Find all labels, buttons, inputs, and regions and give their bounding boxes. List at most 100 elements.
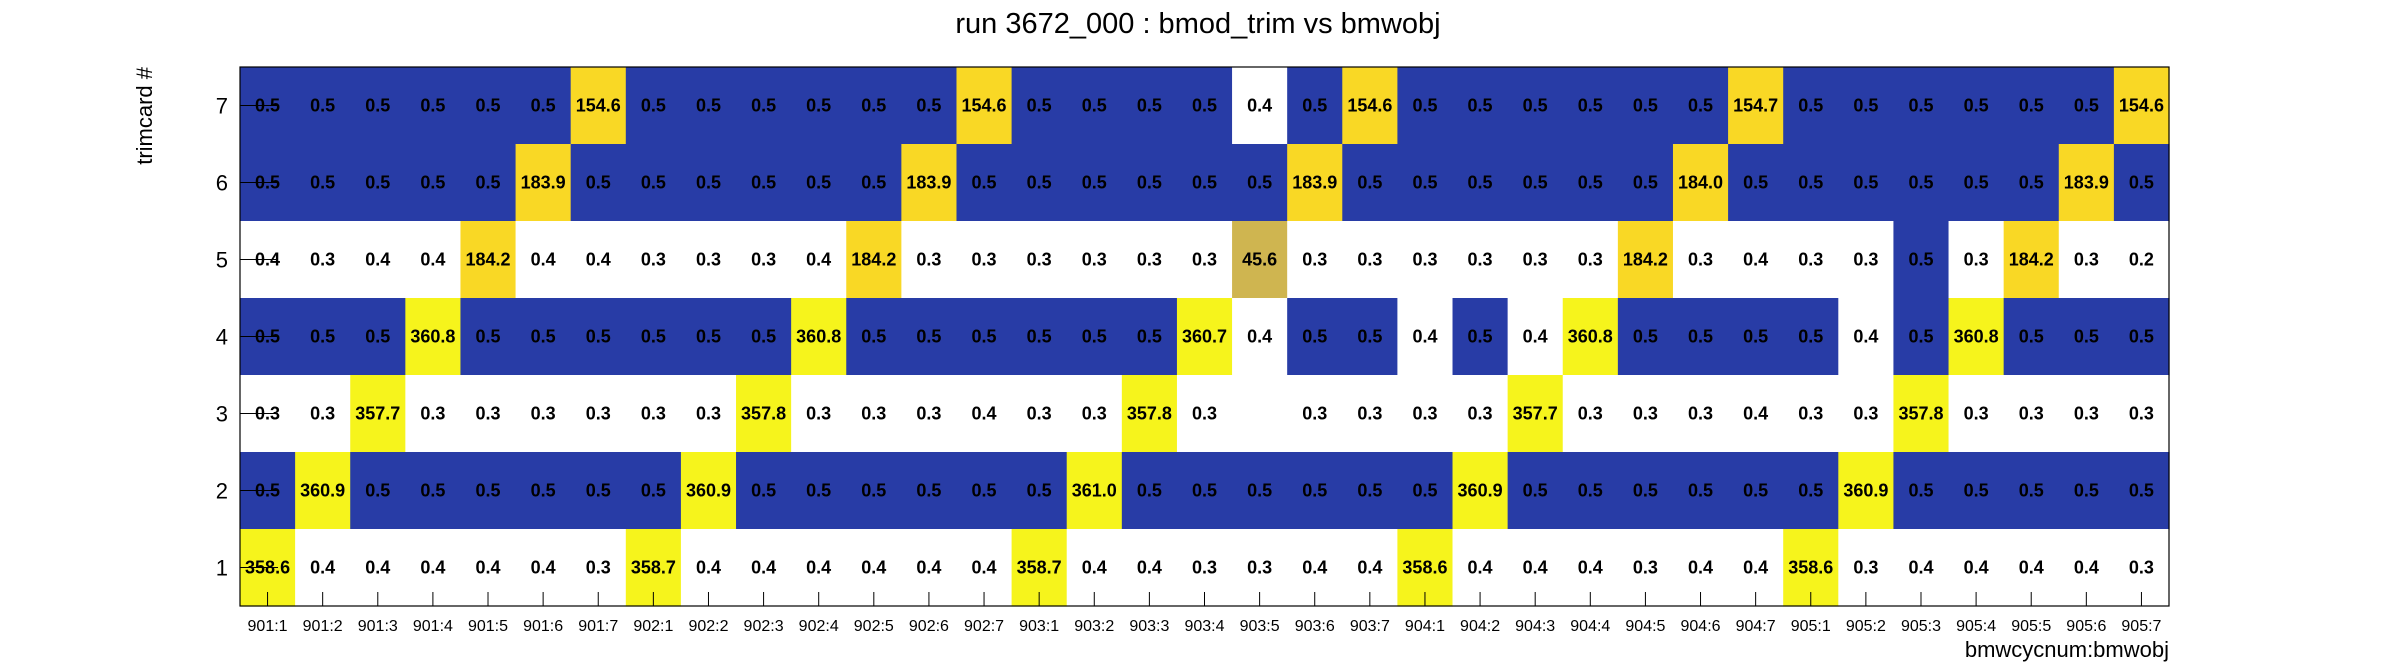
cell-value-label: 0.4 bbox=[1964, 558, 1989, 578]
cell-value-label: 360.8 bbox=[1954, 327, 1999, 347]
heatmap-cell bbox=[1617, 375, 1674, 453]
heatmap-cell bbox=[295, 144, 351, 222]
heatmap-cell bbox=[625, 221, 682, 299]
heatmap-cell bbox=[2003, 67, 2060, 145]
cell-value-label: 0.3 bbox=[1853, 404, 1878, 424]
heatmap-cell bbox=[846, 221, 902, 299]
cell-value-label: 0.5 bbox=[861, 96, 886, 116]
heatmap-cell bbox=[680, 67, 737, 145]
cell-value-label: 0.3 bbox=[2019, 404, 2044, 424]
heatmap-cell bbox=[1452, 67, 1509, 145]
cell-value-label: 0.3 bbox=[2129, 558, 2154, 578]
heatmap-cell bbox=[515, 144, 572, 222]
heatmap-cell bbox=[1562, 221, 1619, 299]
cell-value-label: 0.4 bbox=[751, 558, 776, 578]
cell-value-label: 0.5 bbox=[365, 481, 390, 501]
x-tick-label: 901:3 bbox=[358, 618, 398, 635]
heatmap-cell bbox=[1232, 221, 1288, 299]
cell-value-label: 0.5 bbox=[1468, 173, 1493, 193]
heatmap-cell bbox=[1948, 221, 2005, 299]
heatmap-cell bbox=[2113, 67, 2170, 145]
cell-value-label: 0.5 bbox=[751, 327, 776, 347]
cell-value-label: 360.9 bbox=[1843, 481, 1888, 501]
heatmap-cell bbox=[295, 221, 351, 299]
heatmap-cell bbox=[460, 452, 517, 530]
heatmap-cell bbox=[1452, 452, 1509, 530]
heatmap-cell bbox=[1672, 221, 1729, 299]
heatmap-cell bbox=[1066, 298, 1123, 376]
heatmap-cell bbox=[1066, 144, 1123, 222]
heatmap-cell bbox=[2113, 375, 2170, 453]
x-tick-label: 901:2 bbox=[303, 618, 343, 635]
heatmap-cell bbox=[1562, 375, 1619, 453]
cell-value-label: 0.3 bbox=[1798, 250, 1823, 270]
cell-value-label: 360.8 bbox=[796, 327, 841, 347]
heatmap-cell bbox=[680, 221, 737, 299]
chart-title: run 3672_000 : bmod_trim vs bmwobj bbox=[955, 8, 1440, 40]
cell-value-label: 0.5 bbox=[365, 327, 390, 347]
heatmap-cell bbox=[1728, 375, 1784, 453]
cell-value-label: 0.5 bbox=[475, 173, 500, 193]
heatmap-cell bbox=[2113, 452, 2170, 530]
heatmap-cell bbox=[460, 221, 517, 299]
cell-value-label: 0.2 bbox=[2129, 250, 2154, 270]
cell-value-label: 154.6 bbox=[962, 96, 1007, 116]
x-axis-ticks: 901:1 901:2 901:3 901:4 901:5 901:6 901:7 902:1… bbox=[248, 592, 2162, 635]
x-axis-title: bmwcycnum:bmwobj bbox=[1965, 637, 2169, 662]
cell-value-label: 0.5 bbox=[1908, 327, 1933, 347]
heatmap-cell bbox=[625, 452, 682, 530]
cell-value-label: 0.5 bbox=[531, 96, 556, 116]
cell-value-label: 0.5 bbox=[1908, 481, 1933, 501]
x-tick-label: 903:7 bbox=[1350, 618, 1390, 635]
cell-value-label: 0.5 bbox=[2129, 327, 2154, 347]
cell-value-label: 0.3 bbox=[586, 558, 611, 578]
cell-value-label: 0.3 bbox=[1302, 250, 1327, 270]
heatmap-cell bbox=[2003, 452, 2060, 530]
y-tick-label: 3 bbox=[216, 402, 228, 427]
y-axis-ticks: 7 6 5 4 3 2 1 bbox=[216, 94, 278, 581]
heatmap-cell bbox=[1617, 298, 1674, 376]
x-tick-label: 904:7 bbox=[1736, 618, 1776, 635]
heatmap-cell bbox=[570, 298, 627, 376]
cell-value-label: 0.5 bbox=[1908, 250, 1933, 270]
heatmap-cell bbox=[956, 221, 1013, 299]
cell-value-label: 0.4 bbox=[475, 558, 500, 578]
heatmap-cell bbox=[1893, 375, 1950, 453]
cell-value-label: 0.3 bbox=[1688, 250, 1713, 270]
cell-value-label: 0.4 bbox=[1082, 558, 1107, 578]
heatmap-cell bbox=[1011, 452, 1068, 530]
heatmap-cell bbox=[2058, 144, 2115, 222]
cell-value-label: 360.8 bbox=[410, 327, 455, 347]
heatmap-cell bbox=[1342, 375, 1398, 453]
cell-value-label: 0.4 bbox=[420, 250, 445, 270]
heatmap-cell bbox=[1176, 221, 1233, 299]
heatmap-cell bbox=[350, 221, 406, 299]
heatmap-cell bbox=[1287, 67, 1343, 145]
heatmap-cell bbox=[901, 67, 958, 145]
cell-value-label: 0.5 bbox=[475, 327, 500, 347]
heatmap-cell bbox=[1893, 221, 1950, 299]
cell-value-label: 0.5 bbox=[1302, 327, 1327, 347]
cell-value-label: 0.5 bbox=[696, 327, 721, 347]
cell-value-label: 0.5 bbox=[1412, 481, 1437, 501]
cell-value-label: 0.3 bbox=[1578, 404, 1603, 424]
heatmap-cell bbox=[1121, 375, 1178, 453]
cell-value-label: 0.5 bbox=[586, 481, 611, 501]
cell-value-label: 0.4 bbox=[972, 404, 997, 424]
y-tick-label: 2 bbox=[216, 479, 228, 504]
heatmap-cell bbox=[2058, 375, 2115, 453]
heatmap-cell bbox=[625, 67, 682, 145]
heatmap-cell bbox=[625, 375, 682, 453]
cell-value-label: 0.3 bbox=[1853, 250, 1878, 270]
cell-value-label: 0.3 bbox=[806, 404, 831, 424]
cell-value-label: 0.3 bbox=[2074, 250, 2099, 270]
cell-value-label: 358.7 bbox=[631, 558, 676, 578]
x-tick-label: 904:3 bbox=[1515, 618, 1555, 635]
cell-value-label: 0.3 bbox=[1578, 250, 1603, 270]
y-tick-label: 5 bbox=[216, 248, 228, 273]
cell-value-label: 0.5 bbox=[586, 327, 611, 347]
cell-value-label: 0.5 bbox=[1468, 327, 1493, 347]
cell-value-label: 0.5 bbox=[751, 96, 776, 116]
cell-value-label: 0.4 bbox=[916, 558, 941, 578]
heatmap-cell bbox=[2003, 221, 2060, 299]
